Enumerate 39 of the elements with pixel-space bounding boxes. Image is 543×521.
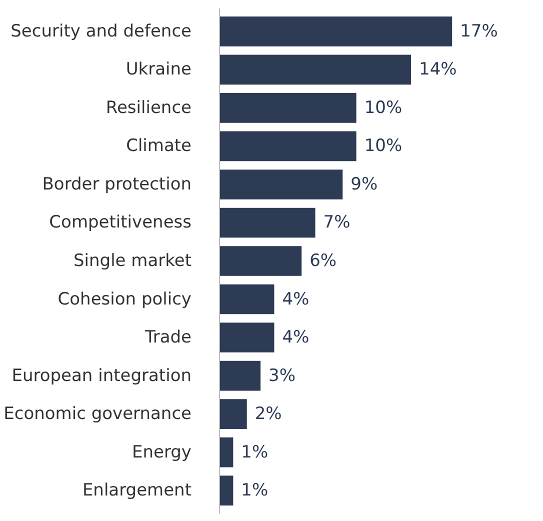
bar [220,476,234,506]
bar [220,131,356,162]
data-label: 1% [241,480,268,501]
data-label: 7% [323,212,350,233]
y-tick-label: Border protection [42,174,192,194]
y-tick-label: Ukraine [126,60,192,80]
data-label: 17% [460,21,498,42]
y-tick-label: Climate [126,136,192,156]
bar [220,208,316,238]
y-tick-label: Enlargement [82,480,192,501]
bar [220,246,302,276]
bar [220,437,234,468]
data-label: 14% [419,60,457,80]
bar [220,16,452,46]
data-label: 4% [282,328,310,348]
bar [220,399,247,429]
y-tick-label: Security and defence [10,21,192,42]
data-label: 3% [268,366,296,386]
bar [220,54,412,85]
bar [220,360,261,391]
data-label: 6% [310,251,337,271]
bar [220,170,343,200]
bar [220,93,356,123]
y-tick-label: Economic governance [4,404,192,424]
y-tick-label: European integration [12,366,192,386]
data-label: 9% [350,174,378,194]
y-tick-label: Energy [132,442,192,462]
y-tick-label: Resilience [106,98,192,118]
y-tick-label: Cohesion policy [58,289,192,310]
data-label: 10% [364,136,402,156]
y-tick-label: Trade [144,328,192,348]
data-label: 4% [282,289,310,310]
y-tick-label: Competitiveness [49,212,192,233]
bar [220,322,274,352]
data-label: 10% [364,98,402,118]
bar [220,284,274,314]
y-tick-label: Single market [74,251,192,271]
data-label: 2% [254,404,282,424]
data-label: 1% [241,442,268,462]
